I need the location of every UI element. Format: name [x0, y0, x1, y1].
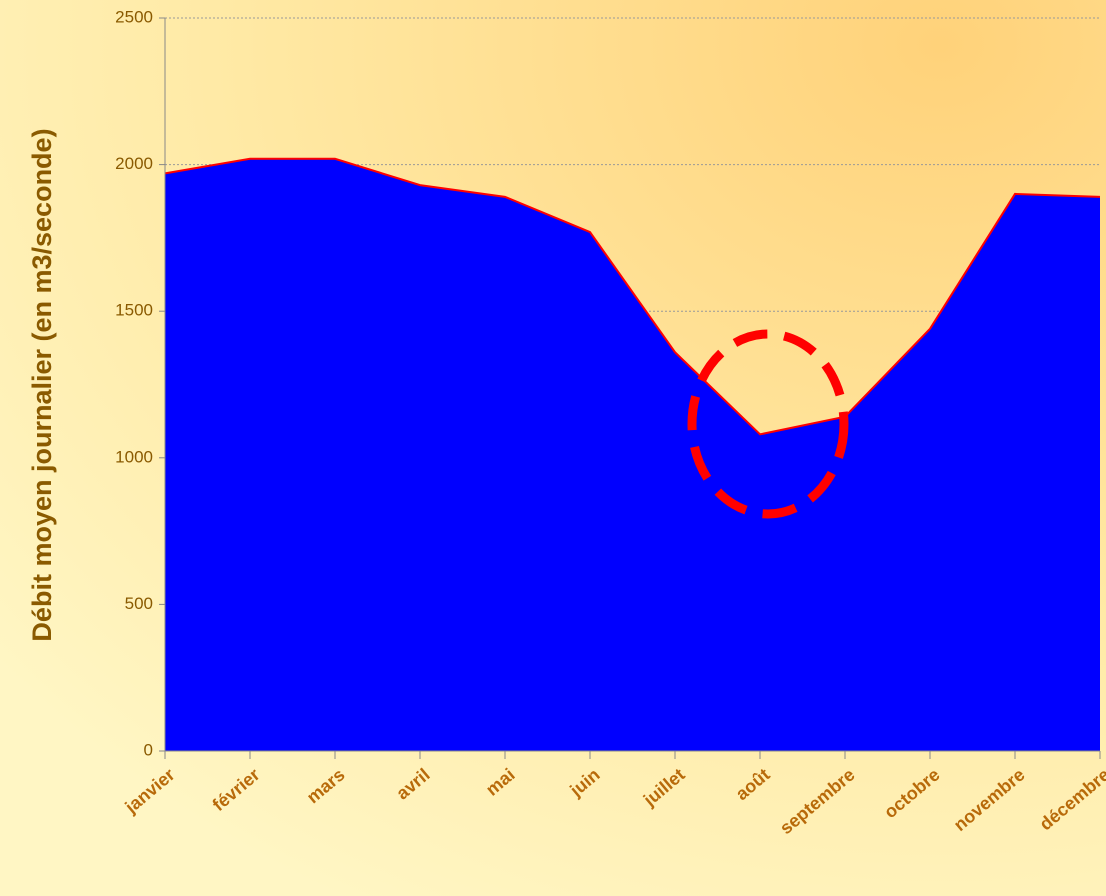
y-axis-label: Débit moyen journalier (en m3/seconde)	[27, 128, 57, 641]
y-tick-label: 1000	[115, 447, 153, 466]
y-tick-label: 500	[125, 594, 153, 613]
y-tick-label: 0	[144, 740, 153, 759]
y-tick-label: 2000	[115, 154, 153, 173]
area	[165, 158, 1100, 752]
y-tick-label: 2500	[115, 7, 153, 26]
highlight-ellipse	[687, 329, 849, 519]
y-tick-label: 1500	[115, 301, 153, 320]
area-line	[164, 157, 1101, 436]
